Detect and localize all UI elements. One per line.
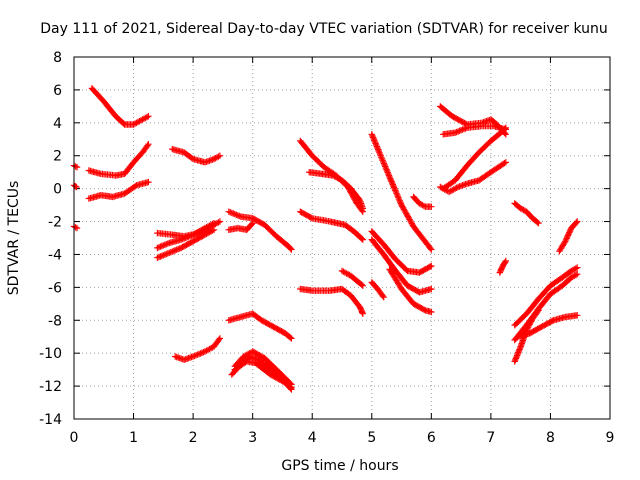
data-point-markers [410,193,435,210]
x-tick-label: 3 [248,430,257,446]
series-track [368,131,435,253]
y-tick-label: -10 [39,346,62,362]
data-point-markers [231,358,295,393]
series-track [556,218,581,255]
x-tick-label: 9 [606,430,615,446]
series-track [231,348,295,388]
y-tick-labels: -14 -12 -10 -8 -6 -4 -2 0 2 4 6 8 [39,50,62,428]
y-tick-label: 6 [53,83,62,99]
x-tick-label: 4 [308,430,317,446]
series-track [154,220,218,252]
y-tick-label: -4 [48,247,62,263]
data-point-markers [70,162,81,171]
series-track [172,335,224,363]
series-track [440,122,509,138]
y-axis-label: SDTVAR / TECUs [6,181,22,296]
data-series [70,85,581,393]
x-tick-label: 5 [367,430,376,446]
series-track [225,310,295,342]
data-point-markers [297,285,366,317]
series-track [297,285,366,317]
series-track [306,169,366,212]
data-point-markers [306,169,366,212]
y-tick-label: -6 [48,280,62,296]
y-tick-label: -14 [39,412,62,428]
data-point-markers [440,122,509,138]
series-track [437,159,509,196]
data-point-markers [386,266,435,316]
data-point-markers [368,236,435,296]
series-track [88,85,152,128]
series-track [511,200,542,227]
y-tick-label: 4 [53,116,62,132]
data-point-markers [368,131,435,253]
data-point-markers [368,279,387,301]
series-track [70,223,81,232]
series-track [511,307,542,365]
data-point-markers [154,226,218,261]
series-track [368,236,435,296]
series-track [85,178,152,202]
data-point-markers [437,159,509,196]
series-track [70,162,81,171]
y-tick-label: -2 [48,215,62,231]
x-tick-labels: 0 1 2 3 4 5 6 7 8 9 [70,430,615,446]
series-track [154,226,218,261]
data-point-markers [496,257,509,276]
data-point-markers [70,223,81,232]
data-point-markers [85,141,152,179]
data-point-markers [225,220,256,233]
axis-ticks [73,56,611,420]
data-point-markers [169,145,224,166]
data-point-markers [225,310,295,342]
x-tick-label: 0 [70,430,79,446]
chart-title: Day 111 of 2021, Sidereal Day-to-day VTE… [40,21,608,37]
series-track [225,220,256,233]
data-point-markers [172,335,224,363]
data-point-markers [556,218,581,255]
y-tick-label: -12 [39,379,62,395]
x-axis-label: GPS time / hours [281,458,398,474]
series-track [225,208,295,253]
data-point-markers [511,307,542,365]
data-point-markers [231,348,295,388]
y-tick-label: 2 [53,149,62,165]
data-point-markers [297,208,366,243]
y-tick-label: -8 [48,313,62,329]
series-track [496,257,509,276]
data-point-markers [511,264,581,329]
data-point-markers [511,200,542,227]
series-track [85,141,152,179]
series-track [338,267,366,289]
x-tick-label: 7 [486,430,495,446]
data-point-markers [88,85,152,128]
data-point-markers [154,220,218,252]
series-track [410,193,435,210]
data-point-markers [85,178,152,202]
data-point-markers [368,228,435,276]
data-point-markers [225,208,295,253]
x-tick-label: 8 [546,430,555,446]
series-track [231,358,295,393]
y-tick-label: 0 [53,182,62,198]
x-tick-label: 1 [129,430,138,446]
series-track [368,228,435,276]
plot-frame [73,56,611,420]
series-track [169,145,224,166]
data-point-markers [338,267,366,289]
x-tick-label: 6 [427,430,436,446]
series-track [368,279,387,301]
series-track [511,264,581,329]
series-track [386,266,435,316]
grid [74,57,610,419]
x-tick-label: 2 [189,430,198,446]
y-tick-label: 8 [53,50,62,66]
series-track [297,208,366,243]
